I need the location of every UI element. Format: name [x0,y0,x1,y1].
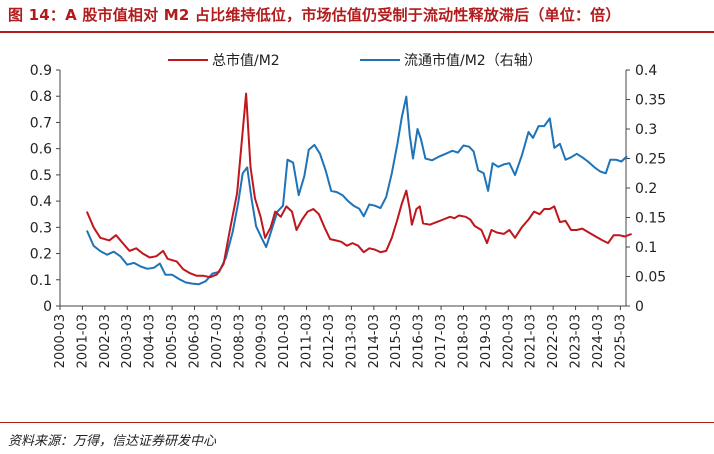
y-right-tick-label: 0.2 [635,181,657,197]
legend-label: 总市值/M2 [212,52,280,69]
series-line-float-cap [85,95,628,286]
x-tick-label: 2023-03 [569,314,584,368]
x-tick-label: 2014-03 [367,314,382,368]
x-tick-label: 2005-03 [165,314,180,368]
x-tick-label: 2025-03 [613,314,628,368]
x-tick-label: 2011-03 [300,314,315,368]
chart-axes: 0 0.1 0.2 0.3 0.4 0.5 0.6 0.7 0.8 0.9 0 0.05 0.1 0.15… [30,63,666,368]
x-tick-label: 2016-03 [412,314,427,368]
x-tick-label: 2003-03 [120,314,135,368]
x-tick-label: 2002-03 [98,314,113,368]
legend-label: 流通市值/M2（右轴） [404,52,542,69]
x-tick-label: 2015-03 [389,314,404,368]
x-tick-label: 2021-03 [524,314,539,368]
x-tick-label: 2009-03 [255,314,270,368]
y-left-tick-label: 0.3 [30,220,52,236]
y-left-tick-label: 0 [43,299,52,315]
x-tick-label: 2020-03 [501,314,516,368]
y-right-tick-label: 0.35 [635,93,666,109]
y-right-tick-label: 0.05 [635,270,666,286]
y-right-tick-label: 0.3 [635,122,657,138]
y-right-tick-label: 0.1 [635,240,657,256]
y-right-tick-label: 0 [635,299,644,315]
x-tick-label: 2012-03 [322,314,337,368]
series-line-total-cap [85,92,632,279]
x-tick-label: 2024-03 [591,314,606,368]
y-right-tick-label: 0.25 [635,152,666,168]
x-tick-label: 2022-03 [546,314,561,368]
y-left-tick-label: 0.1 [30,273,52,289]
y-left-tick-label: 0.7 [30,115,52,131]
x-tick-label: 2006-03 [187,314,202,368]
x-tick-label: 2010-03 [277,314,292,368]
chart-lines [85,92,632,286]
x-tick-label: 2007-03 [210,314,225,368]
figure-title: 图 14：A 股市值相对 M2 占比维持低位，市场估值仍受制于流动性释放滞后（单… [8,6,621,24]
x-tick-label: 2019-03 [479,314,494,368]
x-tick-label: 2013-03 [344,314,359,368]
x-tick-label: 2000-03 [53,314,68,368]
y-left-tick-label: 0.8 [30,89,52,105]
source-note: 资料来源：万得，信达证券研发中心 [8,434,217,449]
y-left-tick-label: 0.4 [30,194,52,210]
x-tick-label: 2004-03 [143,314,158,368]
y-right-tick-label: 0.15 [635,211,666,227]
y-left-tick-label: 0.6 [30,142,52,158]
x-tick-label: 2008-03 [232,314,247,368]
x-tick-label: 2018-03 [456,314,471,368]
market-cap-m2-chart: 0 0.1 0.2 0.3 0.4 0.5 0.6 0.7 0.8 0.9 0 0.05 0.1 0.15… [30,52,666,368]
y-left-tick-label: 0.9 [30,63,52,79]
y-left-tick-label: 0.2 [30,247,52,263]
y-left-tick-label: 0.5 [30,168,52,184]
chart-legend: 总市值/M2 流通市值/M2（右轴） [168,52,542,69]
y-right-tick-label: 0.4 [635,63,657,79]
source-rule [0,422,714,423]
x-tick-label: 2001-03 [75,314,90,368]
x-tick-label: 2017-03 [434,314,449,368]
title-rule [0,31,714,33]
